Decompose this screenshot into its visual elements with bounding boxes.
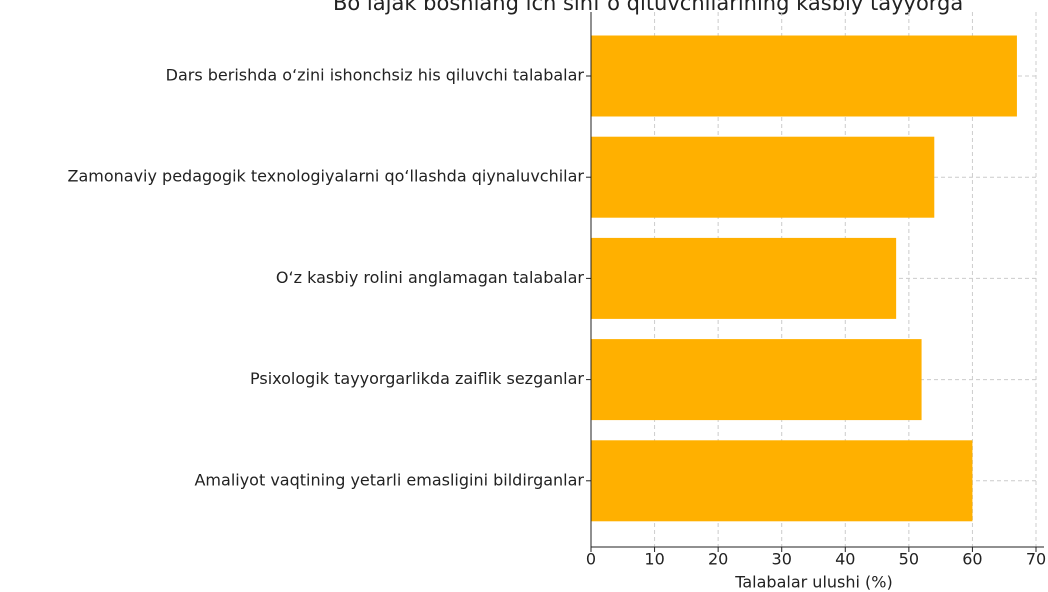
x-tick-label: 10 bbox=[644, 550, 664, 569]
bar bbox=[591, 136, 935, 218]
x-tick-label: 0 bbox=[586, 550, 596, 569]
x-tick-label: 40 bbox=[835, 550, 855, 569]
y-tick-label: Amaliyot vaqtining yetarli emasligini bi… bbox=[194, 470, 584, 489]
bar bbox=[591, 440, 973, 522]
x-tick-label: 20 bbox=[708, 550, 728, 569]
bar bbox=[591, 237, 897, 319]
y-tick-label: O‘z kasbiy rolini anglamagan talabalar bbox=[276, 268, 584, 287]
bar bbox=[591, 35, 1017, 117]
y-tick-label: Psixologik tayyorgarlikda zaiflik sezgan… bbox=[250, 369, 584, 388]
chart-title: Bo‘lajak boshlang‘ich sinf o‘qituvchilar… bbox=[333, 0, 963, 15]
x-tick-label: 60 bbox=[962, 550, 982, 569]
y-tick-label: Zamonaviy pedagogik texnologiyalarni qo‘… bbox=[67, 167, 584, 186]
x-axis-label: Talabalar ulushi (%) bbox=[734, 573, 892, 592]
x-tick-label: 50 bbox=[899, 550, 919, 569]
x-tick-label: 30 bbox=[772, 550, 792, 569]
y-tick-label: Dars berishda o‘zini ishonchsiz his qilu… bbox=[166, 66, 585, 85]
bar bbox=[591, 339, 922, 421]
x-tick-label: 70 bbox=[1026, 550, 1046, 569]
